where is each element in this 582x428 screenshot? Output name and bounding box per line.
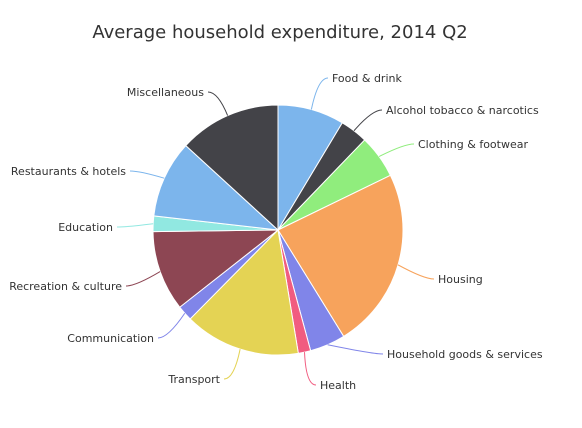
- pie-slice-transport[interactable]: [189, 228, 299, 356]
- data-label-alcohol-tobacco-narcotics: Alcohol tobacco & narcotics: [386, 104, 539, 117]
- data-label-restaurants-hotels: Restaurants & hotels: [11, 165, 126, 178]
- data-label-recreation-culture: Recreation & culture: [9, 280, 122, 293]
- connector-health: [304, 352, 317, 386]
- connector-food-drink: [310, 77, 329, 110]
- pie-slice-restaurants-hotels[interactable]: [153, 144, 280, 231]
- data-label-health: Health: [320, 379, 356, 392]
- data-label-miscellaneous: Miscellaneous: [127, 86, 204, 99]
- pie-slice-recreation-culture[interactable]: [152, 229, 280, 308]
- slices-layer: [152, 104, 404, 356]
- connector-housing: [397, 264, 435, 280]
- pie-slice-housing[interactable]: [277, 174, 404, 338]
- data-label-education: Education: [58, 221, 113, 234]
- connector-recreation-culture: [125, 271, 161, 287]
- connector-restaurants-hotels: [129, 170, 165, 179]
- labels-layer: Food & drink Alcohol tobacco & narcotics C…: [9, 72, 543, 392]
- connector-household-goods-services: [327, 344, 384, 355]
- connector-transport: [223, 349, 241, 380]
- connector-alcohol-tobacco-narcotics: [353, 109, 383, 132]
- data-label-housing: Housing: [438, 273, 483, 286]
- data-label-communication: Communication: [67, 332, 154, 345]
- connector-clothing-footwear: [378, 143, 415, 157]
- data-label-clothing-footwear: Clothing & footwear: [418, 138, 528, 151]
- connector-communication: [157, 312, 186, 339]
- data-label-food-drink: Food & drink: [332, 72, 402, 85]
- chart-title: Average household expenditure, 2014 Q2: [92, 22, 467, 43]
- connector-education: [116, 223, 154, 228]
- connector-miscellaneous: [207, 91, 229, 116]
- data-label-household-goods-services: Household goods & services: [387, 348, 543, 361]
- data-label-transport: Transport: [167, 373, 220, 386]
